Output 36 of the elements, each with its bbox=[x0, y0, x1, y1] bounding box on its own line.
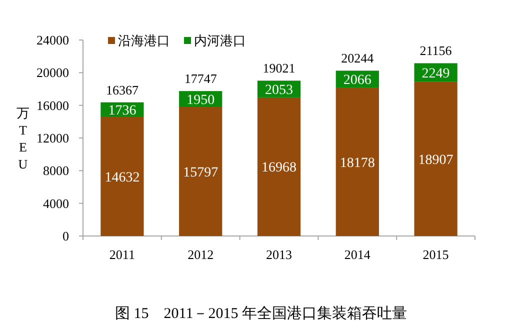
y-tick-label: 4000 bbox=[43, 196, 69, 211]
bar bbox=[257, 97, 301, 236]
data-label: 18178 bbox=[340, 156, 375, 171]
legend-label: 内河港口 bbox=[194, 34, 246, 49]
y-axis-title: 万TEU bbox=[16, 106, 30, 172]
x-tick-label: 2011 bbox=[109, 247, 135, 262]
y-tick-label: 24000 bbox=[36, 32, 69, 48]
data-label: 18907 bbox=[418, 152, 454, 168]
x-tick-label: 2015 bbox=[422, 247, 449, 262]
data-label: 1736 bbox=[108, 103, 136, 118]
total-label: 17747 bbox=[184, 71, 218, 86]
bar bbox=[336, 88, 379, 236]
total-label: 21156 bbox=[420, 43, 452, 58]
data-label: 2249 bbox=[422, 66, 450, 82]
data-label: 2066 bbox=[343, 73, 372, 88]
total-label: 19021 bbox=[262, 60, 296, 76]
total-label: 20244 bbox=[341, 50, 374, 66]
data-label: 16968 bbox=[262, 160, 296, 176]
bar bbox=[100, 116, 144, 236]
x-tick-label: 2012 bbox=[188, 247, 214, 262]
x-tick-label: 2013 bbox=[266, 247, 292, 262]
data-label: 1950 bbox=[186, 93, 215, 108]
caption: 图 15 2011－2015 年全国港口集装箱吞吐量 bbox=[115, 305, 407, 322]
legend-label: 沿海港口 bbox=[118, 34, 170, 49]
data-label: 15797 bbox=[183, 165, 218, 180]
bar bbox=[179, 106, 222, 236]
y-tick-label: 12000 bbox=[36, 130, 69, 146]
y-tick-label: 20000 bbox=[36, 65, 69, 80]
y-tick-label: 0 bbox=[62, 228, 69, 244]
data-label: 14632 bbox=[104, 170, 140, 186]
x-tick-label: 2014 bbox=[344, 247, 371, 262]
y-tick-label: 16000 bbox=[36, 98, 69, 113]
y-tick-label: 8000 bbox=[43, 163, 69, 178]
bar bbox=[414, 82, 458, 236]
data-label: 2053 bbox=[265, 83, 293, 98]
total-label: 16367 bbox=[106, 82, 139, 98]
